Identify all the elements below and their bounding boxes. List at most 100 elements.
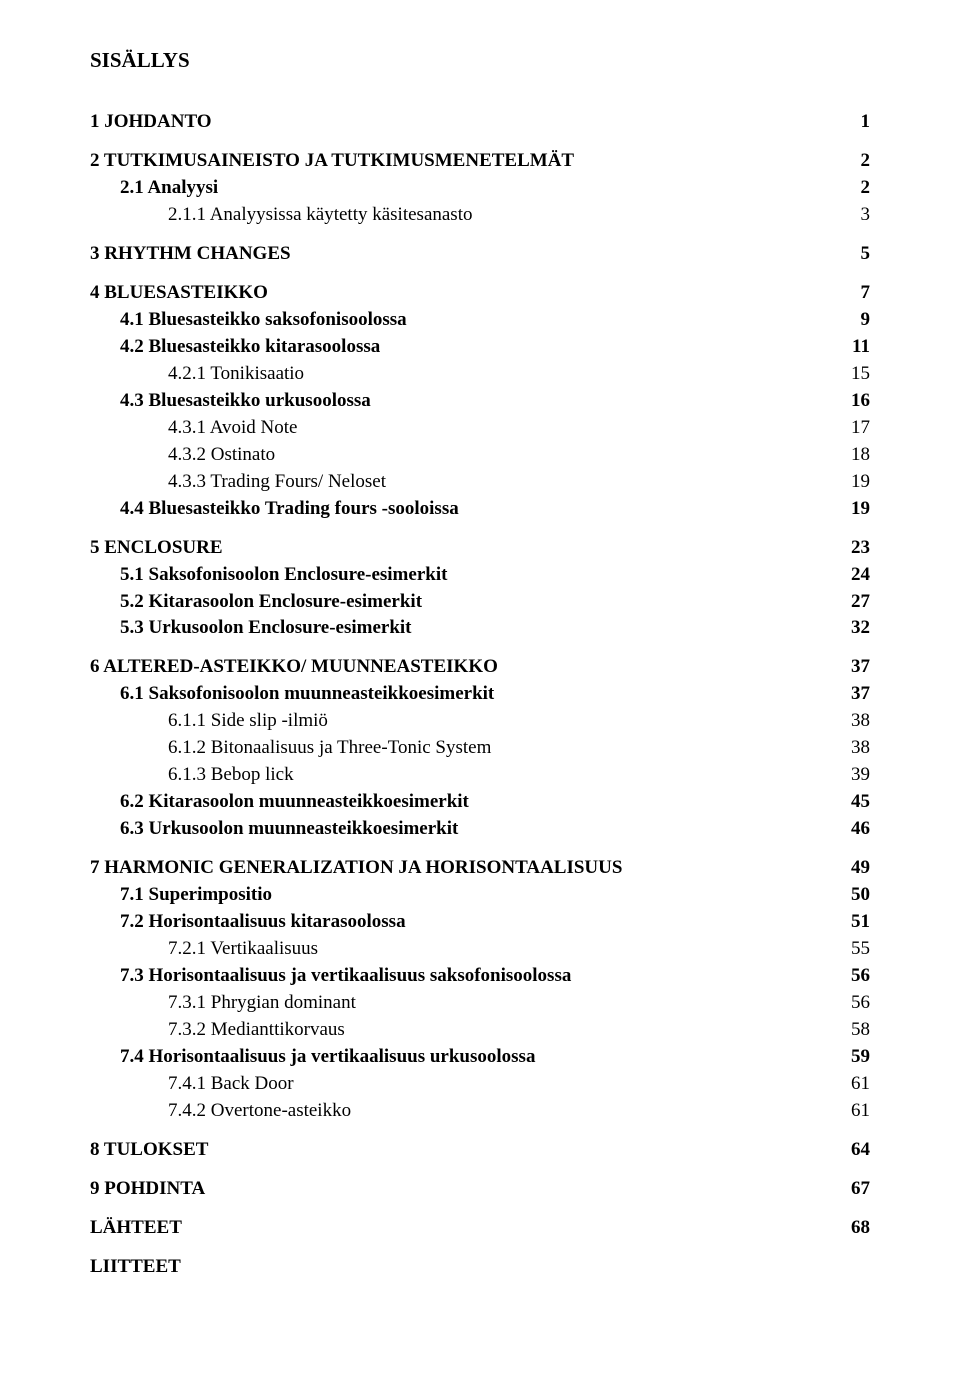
toc-label: 4.2.1 Tonikisaatio <box>90 361 840 388</box>
toc-label: 4.2 Bluesasteikko kitarasoolossa <box>90 334 840 361</box>
toc-page-number: 15 <box>840 361 870 388</box>
toc-page-number: 19 <box>840 496 870 523</box>
toc-page-number: 37 <box>840 654 870 681</box>
toc-label: 7.3 Horisontaalisuus ja vertikaalisuus s… <box>90 963 840 990</box>
toc-label: 6.1.2 Bitonaalisuus ja Three-Tonic Syste… <box>90 735 840 762</box>
toc-label: 7.3.2 Medianttikorvaus <box>90 1017 840 1044</box>
toc-label: 4.3.3 Trading Fours/ Neloset <box>90 469 840 496</box>
toc-label: 7.2 Horisontaalisuus kitarasoolossa <box>90 909 840 936</box>
toc-label: 4.3 Bluesasteikko urkusoolossa <box>90 388 840 415</box>
toc-label: 5 ENCLOSURE <box>90 535 840 562</box>
toc-page-number: 50 <box>840 882 870 909</box>
toc-page-number: 38 <box>840 708 870 735</box>
toc-page-number: 55 <box>840 936 870 963</box>
toc-row: 7.4.1 Back Door61 <box>90 1071 870 1098</box>
toc-label: 7.4.1 Back Door <box>90 1071 840 1098</box>
toc-page-number: 64 <box>840 1137 870 1164</box>
toc-label: 4 BLUESASTEIKKO <box>90 280 840 307</box>
toc-row: 5.2 Kitarasoolon Enclosure-esimerkit27 <box>90 589 870 616</box>
toc-row: 2.1.1 Analyysissa käytetty käsitesanasto… <box>90 202 870 229</box>
toc-label: 4.1 Bluesasteikko saksofonisoolossa <box>90 307 840 334</box>
toc-row: 3 RHYTHM CHANGES5 <box>90 241 870 268</box>
toc-page-number: 23 <box>840 535 870 562</box>
toc-row: 5.1 Saksofonisoolon Enclosure-esimerkit2… <box>90 562 870 589</box>
toc-row: 7.3.1 Phrygian dominant56 <box>90 990 870 1017</box>
toc-page-number: 56 <box>840 963 870 990</box>
toc-row: 6.3 Urkusoolon muunneasteikkoesimerkit46 <box>90 816 870 843</box>
toc-page-number: 39 <box>840 762 870 789</box>
toc-label: 8 TULOKSET <box>90 1137 840 1164</box>
toc-page-number: 9 <box>840 307 870 334</box>
toc-row: 7.2 Horisontaalisuus kitarasoolossa51 <box>90 909 870 936</box>
page-container: SISÄLLYS 1 JOHDANTO12 TUTKIMUSAINEISTO J… <box>0 0 960 1329</box>
toc-page-number: 5 <box>840 241 870 268</box>
toc-row: 6.1.2 Bitonaalisuus ja Three-Tonic Syste… <box>90 735 870 762</box>
toc-page-number: 17 <box>840 415 870 442</box>
toc-page-number: 24 <box>840 562 870 589</box>
toc-label: 4.4 Bluesasteikko Trading fours -soolois… <box>90 496 840 523</box>
toc-page-number: 7 <box>840 280 870 307</box>
toc-label: 7.4.2 Overtone-asteikko <box>90 1098 840 1125</box>
toc-label: 4.3.1 Avoid Note <box>90 415 840 442</box>
toc-label: 7 HARMONIC GENERALIZATION JA HORISONTAAL… <box>90 855 840 882</box>
toc-row: 6.1.3 Bebop lick39 <box>90 762 870 789</box>
toc-page-number: 1 <box>840 109 870 136</box>
toc-row: 7.3.2 Medianttikorvaus58 <box>90 1017 870 1044</box>
toc-label: 6.2 Kitarasoolon muunneasteikkoesimerkit <box>90 789 840 816</box>
toc-label: 6 ALTERED-ASTEIKKO/ MUUNNEASTEIKKO <box>90 654 840 681</box>
toc-label: 6.1.1 Side slip -ilmiö <box>90 708 840 735</box>
toc-row: 7.4.2 Overtone-asteikko61 <box>90 1098 870 1125</box>
toc-label: 2.1 Analyysi <box>90 175 840 202</box>
toc-page-number: 68 <box>840 1215 870 1242</box>
toc-label: 5.1 Saksofonisoolon Enclosure-esimerkit <box>90 562 840 589</box>
toc-row: 4.3 Bluesasteikko urkusoolossa16 <box>90 388 870 415</box>
toc-label: 6.3 Urkusoolon muunneasteikkoesimerkit <box>90 816 840 843</box>
toc-row: 7.4 Horisontaalisuus ja vertikaalisuus u… <box>90 1044 870 1071</box>
toc-row: 6.1.1 Side slip -ilmiö38 <box>90 708 870 735</box>
toc-row: 7.2.1 Vertikaalisuus55 <box>90 936 870 963</box>
toc-label: 5.2 Kitarasoolon Enclosure-esimerkit <box>90 589 840 616</box>
toc-label: 6.1 Saksofonisoolon muunneasteikkoesimer… <box>90 681 840 708</box>
doc-title: SISÄLLYS <box>90 48 870 73</box>
toc-label: 7.2.1 Vertikaalisuus <box>90 936 840 963</box>
toc-row: 4.1 Bluesasteikko saksofonisoolossa9 <box>90 307 870 334</box>
toc-page-number: 49 <box>840 855 870 882</box>
toc-row: 7 HARMONIC GENERALIZATION JA HORISONTAAL… <box>90 855 870 882</box>
toc-row: 4.2.1 Tonikisaatio15 <box>90 361 870 388</box>
toc-page-number: 46 <box>840 816 870 843</box>
toc-page-number: 2 <box>840 148 870 175</box>
toc-row: 4.2 Bluesasteikko kitarasoolossa11 <box>90 334 870 361</box>
toc-label: LÄHTEET <box>90 1215 840 1242</box>
toc-row: LÄHTEET68 <box>90 1215 870 1242</box>
toc-page-number: 37 <box>840 681 870 708</box>
toc-page-number: 18 <box>840 442 870 469</box>
toc-row: 4.3.3 Trading Fours/ Neloset19 <box>90 469 870 496</box>
toc-row: 7.3 Horisontaalisuus ja vertikaalisuus s… <box>90 963 870 990</box>
toc-page-number: 11 <box>840 334 870 361</box>
toc-page-number: 59 <box>840 1044 870 1071</box>
toc-row: 2.1 Analyysi2 <box>90 175 870 202</box>
toc-row: 7.1 Superimpositio50 <box>90 882 870 909</box>
toc-row: 6.1 Saksofonisoolon muunneasteikkoesimer… <box>90 681 870 708</box>
toc-row: 6.2 Kitarasoolon muunneasteikkoesimerkit… <box>90 789 870 816</box>
toc-row: 1 JOHDANTO1 <box>90 109 870 136</box>
toc-page-number: 38 <box>840 735 870 762</box>
toc-row: 4.3.2 Ostinato18 <box>90 442 870 469</box>
toc-page-number: 56 <box>840 990 870 1017</box>
toc-label: 4.3.2 Ostinato <box>90 442 840 469</box>
toc-label: 3 RHYTHM CHANGES <box>90 241 840 268</box>
toc-page-number: 61 <box>840 1071 870 1098</box>
toc-label: 9 POHDINTA <box>90 1176 840 1203</box>
toc-page-number: 45 <box>840 789 870 816</box>
toc-page-number: 27 <box>840 589 870 616</box>
toc-page-number: 32 <box>840 615 870 642</box>
toc-row: 4 BLUESASTEIKKO7 <box>90 280 870 307</box>
toc-row: 4.4 Bluesasteikko Trading fours -soolois… <box>90 496 870 523</box>
toc-page-number: 58 <box>840 1017 870 1044</box>
toc-label: 5.3 Urkusoolon Enclosure-esimerkit <box>90 615 840 642</box>
toc-row: 5.3 Urkusoolon Enclosure-esimerkit32 <box>90 615 870 642</box>
table-of-contents: 1 JOHDANTO12 TUTKIMUSAINEISTO JA TUTKIMU… <box>90 109 870 1281</box>
toc-label: LIITTEET <box>90 1254 840 1281</box>
toc-page-number: 51 <box>840 909 870 936</box>
toc-page-number: 19 <box>840 469 870 496</box>
